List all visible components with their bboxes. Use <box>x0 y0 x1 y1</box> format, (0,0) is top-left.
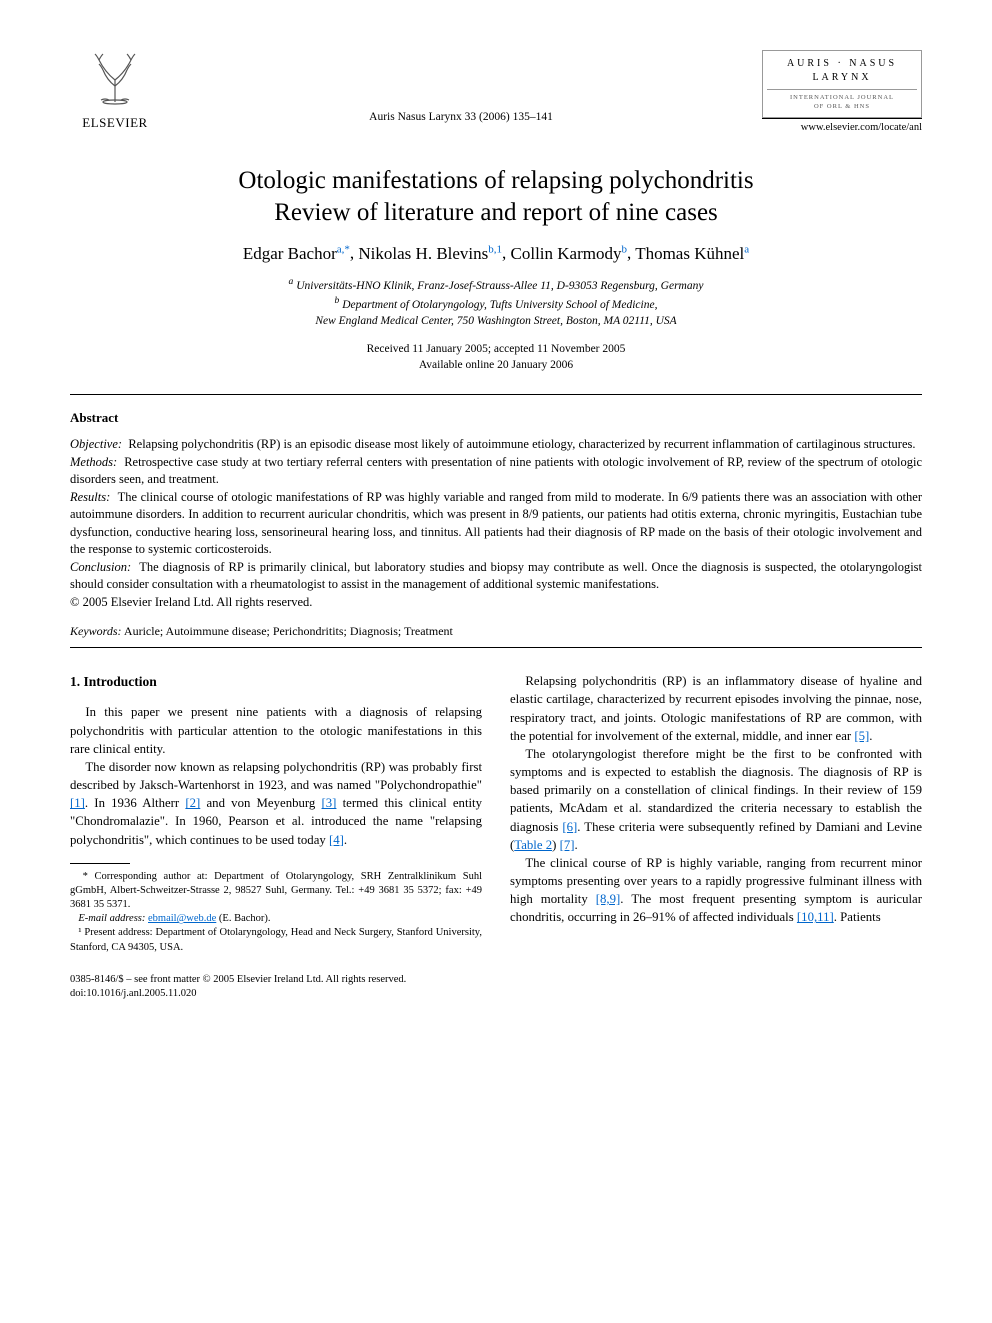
abstract-body: Objective: Relapsing polychondritis (RP)… <box>70 436 922 611</box>
author-4-affil-link[interactable]: a <box>744 243 749 255</box>
keywords-list: Auricle; Autoimmune disease; Perichondri… <box>124 624 453 638</box>
affiliation-b: b Department of Otolaryngology, Tufts Un… <box>70 294 922 313</box>
table-2-link[interactable]: Table 2 <box>514 838 552 852</box>
intro-para-5: The clinical course of RP is highly vari… <box>510 854 922 927</box>
author-2: Nikolas H. Blevinsb,1 <box>358 244 502 263</box>
abstract-heading: Abstract <box>70 409 922 427</box>
publisher-logo: ELSEVIER <box>70 50 160 132</box>
author-3-affil-link[interactable]: b <box>621 243 627 255</box>
rule-below-keywords <box>70 647 922 648</box>
rule-above-abstract <box>70 394 922 395</box>
footnote-corresponding: * Corresponding author at: Department of… <box>70 870 482 913</box>
author-3: Collin Karmodyb <box>511 244 627 263</box>
page-header: ELSEVIER Auris Nasus Larynx 33 (2006) 13… <box>70 50 922 135</box>
cite-10-11[interactable]: [10,11] <box>797 910 834 924</box>
cite-6[interactable]: [6] <box>562 820 577 834</box>
column-left: 1. Introduction In this paper we present… <box>70 672 482 954</box>
page-footer: 0385-8146/$ – see front matter © 2005 El… <box>70 973 922 1002</box>
article-dates: Received 11 January 2005; accepted 11 No… <box>70 341 922 373</box>
footnotes: * Corresponding author at: Department of… <box>70 870 482 955</box>
journal-subtitle-1: INTERNATIONAL JOURNAL <box>767 93 917 102</box>
journal-box-wrapper: AURIS · NASUS LARYNX INTERNATIONAL JOURN… <box>762 50 922 135</box>
author-1-affil-link[interactable]: a,* <box>337 243 350 255</box>
abstract-conclusion: Conclusion: The diagnosis of RP is prima… <box>70 559 922 594</box>
journal-reference: Auris Nasus Larynx 33 (2006) 135–141 <box>160 50 762 126</box>
cite-4[interactable]: [4] <box>329 833 344 847</box>
cite-7[interactable]: [7] <box>560 838 575 852</box>
affiliations: a Universitäts-HNO Klinik, Franz-Josef-S… <box>70 275 922 329</box>
section-heading-introduction: 1. Introduction <box>70 672 482 691</box>
journal-title-box: AURIS · NASUS LARYNX INTERNATIONAL JOURN… <box>762 50 922 118</box>
keywords-label: Keywords: <box>70 624 122 638</box>
body-columns: 1. Introduction In this paper we present… <box>70 672 922 954</box>
title-line-1: Otologic manifestations of relapsing pol… <box>238 167 753 194</box>
author-list: Edgar Bachora,*, Nikolas H. Blevinsb,1, … <box>70 242 922 266</box>
title-line-2: Review of literature and report of nine … <box>274 199 718 226</box>
journal-subtitle-2: OF ORL & HNS <box>767 102 917 111</box>
keywords: Keywords: Auricle; Autoimmune disease; P… <box>70 623 922 639</box>
footnote-separator <box>70 863 130 864</box>
cite-5[interactable]: [5] <box>854 729 869 743</box>
abstract-results: Results: The clinical course of otologic… <box>70 489 922 559</box>
affiliation-a: a Universitäts-HNO Klinik, Franz-Josef-S… <box>70 275 922 294</box>
cite-1[interactable]: [1] <box>70 796 85 810</box>
email-link[interactable]: ebmail@web.de <box>148 913 216 924</box>
intro-para-2: The disorder now known as relapsing poly… <box>70 758 482 849</box>
footnote-present-address: ¹ Present address: Department of Otolary… <box>70 926 482 954</box>
journal-name-line2: LARYNX <box>767 71 917 90</box>
cite-8-9[interactable]: [8,9] <box>596 892 621 906</box>
publisher-name: ELSEVIER <box>70 114 160 132</box>
footnote-email: E-mail address: ebmail@web.de (E. Bachor… <box>70 912 482 926</box>
journal-name-line1: AURIS · NASUS <box>767 57 917 71</box>
received-accepted-date: Received 11 January 2005; accepted 11 No… <box>70 341 922 357</box>
abstract-copyright: © 2005 Elsevier Ireland Ltd. All rights … <box>70 594 922 612</box>
footer-doi: doi:10.1016/j.anl.2005.11.020 <box>70 987 922 1002</box>
author-2-affil-link[interactable]: b,1 <box>488 243 502 255</box>
cite-3[interactable]: [3] <box>322 796 337 810</box>
column-right: Relapsing polychondritis (RP) is an infl… <box>510 672 922 954</box>
online-date: Available online 20 January 2006 <box>70 357 922 373</box>
intro-para-1: In this paper we present nine patients w… <box>70 703 482 757</box>
elsevier-tree-icon <box>70 50 160 114</box>
affiliation-b-line2: New England Medical Center, 750 Washingt… <box>70 313 922 329</box>
author-4: Thomas Kühnela <box>635 244 749 263</box>
abstract-methods: Methods: Retrospective case study at two… <box>70 454 922 489</box>
intro-para-4: The otolaryngologist therefore might be … <box>510 745 922 854</box>
intro-para-3: Relapsing polychondritis (RP) is an infl… <box>510 672 922 745</box>
abstract-objective: Objective: Relapsing polychondritis (RP)… <box>70 436 922 454</box>
footer-issn-copyright: 0385-8146/$ – see front matter © 2005 El… <box>70 973 922 988</box>
author-1: Edgar Bachora,* <box>243 244 350 263</box>
article-title: Otologic manifestations of relapsing pol… <box>70 165 922 228</box>
cite-2[interactable]: [2] <box>185 796 200 810</box>
journal-url: www.elsevier.com/locate/anl <box>762 118 922 135</box>
